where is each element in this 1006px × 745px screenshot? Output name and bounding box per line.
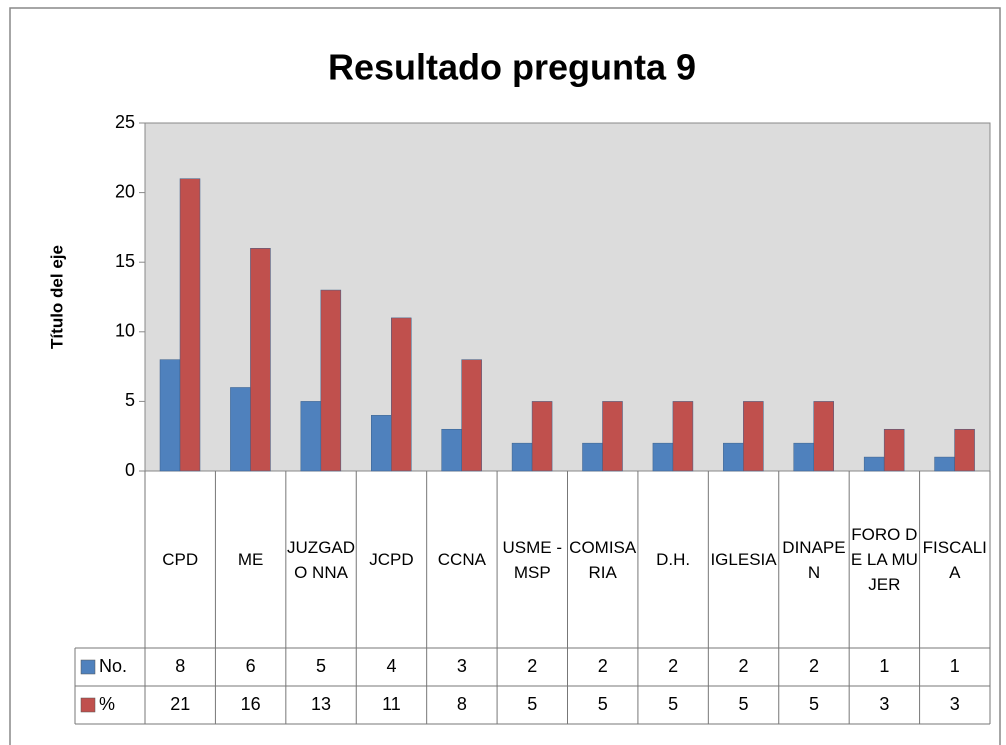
bar [813,401,834,472]
x-tick-label-box: CCNA [437,550,486,569]
bar [672,401,694,472]
table-value: 3 [457,656,467,676]
x-tick-label: CPD [162,550,199,569]
table-value: 5 [739,694,749,714]
table-value: 6 [246,656,256,676]
x-tick-label: JCPD [369,550,414,569]
y-tick-label: 10 [115,321,135,341]
legend-key [80,659,96,675]
table-value: 8 [457,694,467,714]
bar [441,428,462,472]
bar [723,442,744,472]
table-value: 11 [382,694,401,714]
bar [179,178,201,472]
table-value: 3 [950,694,960,714]
table-value: 1 [879,656,889,676]
bar [582,442,603,472]
x-tick-label: D.H. [656,550,691,569]
x-tick-label: DINAPEN [782,537,846,582]
bar [391,317,412,472]
table-value: 2 [527,656,537,676]
x-tick-label-box: FISCALIA [922,537,987,582]
bar [230,387,251,472]
plot-area [144,122,991,472]
bar [954,428,975,472]
bar [743,401,764,472]
table-value: 5 [527,694,537,714]
bar [602,401,623,472]
y-tick-label: 0 [125,460,135,480]
table-value: 2 [739,656,749,676]
x-tick-label-box: IGLESIA [710,550,777,569]
x-tick-label-box: FORO DE LA MUJER [850,525,918,594]
bar [652,442,674,472]
x-tick-label: JUZGADO NNA [287,537,356,582]
y-tick-label: 25 [115,112,135,132]
bar [863,456,885,472]
x-tick-label: COMISARIA [569,537,637,582]
x-tick-label-box: USME - MSP [502,537,563,582]
bar [793,442,814,472]
bar [883,428,905,472]
table-value: 21 [170,694,190,714]
bar [511,442,533,472]
x-tick-label: IGLESIA [710,550,777,569]
x-tick-label-box: COMISARIA [569,537,637,582]
table-value: 5 [668,694,678,714]
x-tick-label-box: JUZGADO NNA [287,537,356,582]
bar [159,359,181,472]
table-value: 5 [598,694,608,714]
table-value: 2 [809,656,819,676]
table-value: 4 [386,656,396,676]
bar [461,359,482,472]
table-value: 2 [598,656,608,676]
legend-label: % [99,694,115,714]
bar [531,401,553,472]
x-tick-label-box: JCPD [369,550,414,569]
table-value: 5 [316,656,326,676]
table-value: 16 [241,694,261,714]
x-tick-label-box: D.H. [656,550,691,569]
x-tick-label: FORO DE LA MUJER [850,525,918,594]
x-tick-label-box: DINAPEN [782,537,846,582]
table-value: 13 [311,694,331,714]
x-tick-label-box: ME [237,550,264,569]
y-axis-title: Título del eje [47,245,66,349]
x-tick-label: CCNA [437,550,486,569]
x-tick-label: FISCALIA [922,537,987,582]
y-tick-label: 20 [115,181,135,201]
table-value: 1 [950,656,960,676]
x-tick-label: USME - MSP [502,537,563,582]
legend-key [80,697,96,713]
table-value: 3 [879,694,889,714]
chart-title: Resultado pregunta 9 [328,47,696,88]
table-value: 8 [175,656,185,676]
bar [371,415,392,472]
y-tick-label: 5 [125,390,135,410]
bar [300,401,322,472]
bar [934,456,955,472]
legend-label: No. [99,656,127,676]
table-value: 2 [668,656,678,676]
bar [320,289,342,472]
x-tick-label: ME [237,550,264,569]
y-tick-label: 15 [115,251,135,271]
bar [250,248,271,472]
table-value: 5 [809,694,819,714]
x-tick-label-box: CPD [162,550,199,569]
